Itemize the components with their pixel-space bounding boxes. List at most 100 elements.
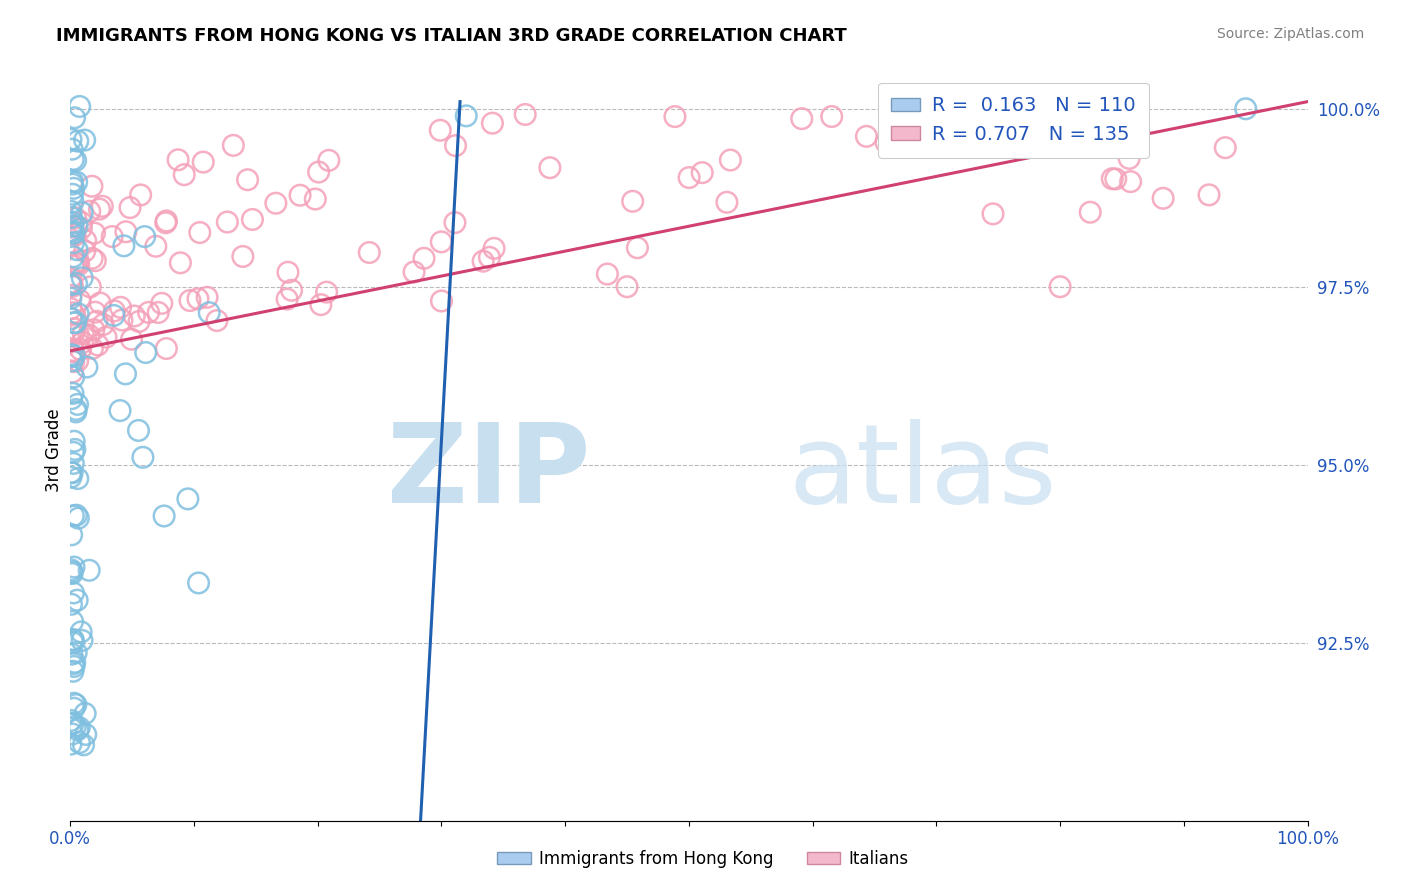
Point — [91, 199, 114, 213]
Point — [62, 306, 84, 320]
Point — [821, 110, 844, 124]
Point — [118, 201, 141, 215]
Point — [59, 276, 82, 290]
Point — [70, 624, 93, 639]
Point — [65, 646, 87, 660]
Point — [155, 342, 177, 356]
Point — [232, 250, 254, 264]
Point — [128, 314, 150, 328]
Point — [280, 283, 302, 297]
Point — [318, 153, 340, 168]
Point — [60, 566, 83, 581]
Point — [76, 359, 98, 374]
Point — [60, 528, 83, 542]
Point — [121, 332, 143, 346]
Point — [664, 110, 686, 124]
Point — [70, 633, 93, 648]
Point — [481, 116, 503, 130]
Point — [264, 196, 287, 211]
Point — [60, 347, 83, 361]
Point — [67, 736, 90, 750]
Point — [62, 235, 84, 250]
Point — [65, 405, 87, 419]
Point — [65, 698, 87, 712]
Point — [69, 343, 91, 357]
Point — [315, 285, 337, 300]
Point — [62, 370, 84, 384]
Point — [82, 252, 104, 266]
Point — [790, 112, 813, 126]
Point — [73, 244, 96, 259]
Point — [62, 615, 84, 629]
Point — [187, 292, 209, 306]
Point — [60, 311, 83, 326]
Point — [62, 343, 84, 358]
Point — [148, 305, 170, 319]
Point — [62, 227, 84, 241]
Point — [91, 318, 114, 332]
Point — [1049, 279, 1071, 293]
Point — [114, 367, 136, 381]
Point — [59, 224, 82, 238]
Point — [75, 727, 97, 741]
Point — [129, 188, 152, 202]
Point — [62, 632, 84, 647]
Point — [60, 727, 83, 741]
Point — [678, 170, 700, 185]
Point — [187, 576, 209, 591]
Point — [276, 292, 298, 306]
Point — [472, 254, 495, 268]
Point — [79, 280, 101, 294]
Point — [478, 250, 501, 264]
Point — [60, 392, 83, 406]
Point — [101, 229, 124, 244]
Point — [155, 216, 177, 230]
Point — [59, 326, 82, 340]
Point — [60, 211, 83, 225]
Point — [205, 313, 228, 327]
Point — [456, 109, 478, 123]
Point — [122, 309, 145, 323]
Point — [60, 597, 83, 611]
Point — [60, 563, 83, 577]
Point — [981, 207, 1004, 221]
Point — [62, 508, 84, 523]
Point — [429, 123, 451, 137]
Point — [277, 265, 299, 279]
Point — [195, 290, 218, 304]
Point — [67, 721, 90, 735]
Point — [77, 327, 100, 342]
Point — [63, 655, 86, 669]
Point — [66, 326, 89, 341]
Legend: R =  0.163   N = 110, R = 0.707   N = 135: R = 0.163 N = 110, R = 0.707 N = 135 — [877, 83, 1149, 158]
Point — [60, 466, 83, 480]
Point — [63, 560, 86, 574]
Point — [80, 179, 103, 194]
Point — [110, 301, 132, 315]
Point — [1213, 141, 1236, 155]
Point — [359, 245, 381, 260]
Point — [79, 204, 101, 219]
Point — [430, 235, 453, 249]
Point — [69, 99, 91, 113]
Point — [66, 256, 89, 270]
Point — [444, 138, 467, 153]
Point — [63, 659, 86, 673]
Point — [65, 719, 87, 733]
Point — [621, 194, 644, 209]
Point — [430, 293, 453, 308]
Point — [875, 136, 897, 150]
Point — [62, 457, 84, 471]
Point — [66, 175, 89, 189]
Point — [153, 508, 176, 523]
Point — [87, 338, 110, 352]
Point — [75, 234, 97, 248]
Point — [444, 216, 467, 230]
Point — [626, 241, 648, 255]
Point — [217, 215, 239, 229]
Point — [59, 350, 82, 364]
Text: IMMIGRANTS FROM HONG KONG VS ITALIAN 3RD GRADE CORRELATION CHART: IMMIGRANTS FROM HONG KONG VS ITALIAN 3RD… — [56, 27, 846, 45]
Point — [308, 165, 330, 179]
Point — [879, 114, 901, 128]
Text: ZIP: ZIP — [387, 419, 591, 526]
